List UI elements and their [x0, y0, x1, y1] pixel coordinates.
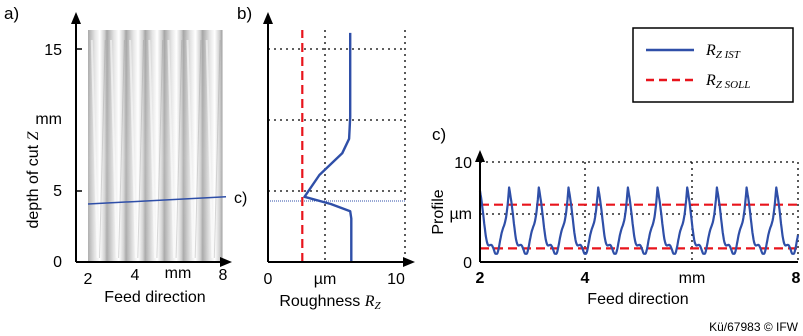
a-y-axis-arrow	[71, 12, 81, 24]
c-xtick-label-2: 2	[476, 270, 485, 287]
a-xtick-label-4: 4	[131, 267, 140, 284]
a-ytick-label-5: 5	[53, 183, 62, 200]
panel-b: b) 0 µm 10 Roughness RZ	[237, 4, 415, 312]
legend-ist-subscript: Z IST	[716, 49, 741, 61]
panel-label-a: a)	[4, 4, 19, 23]
a-y-axis-title-symbol: Z	[25, 130, 42, 140]
b-series-group	[301, 30, 353, 262]
b-ist-line	[303, 32, 353, 262]
a-ytick-label-15: 15	[44, 42, 62, 59]
b-xtick-label-10: 10	[387, 271, 405, 288]
b-x-axis-title-symbol: R	[364, 293, 375, 310]
b-x-axis-arrow	[403, 257, 415, 267]
c-y-axis-arrow	[475, 150, 485, 162]
c-ytick-label-10: 10	[454, 155, 472, 172]
legend: RZ IST RZ SOLL	[632, 27, 794, 103]
a-y-axis-title-text: depth of cut	[25, 140, 42, 228]
panel-c: c) 10 µm 0 Profile 2 4 mm 8 Feed directi…	[430, 125, 801, 308]
legend-box	[632, 27, 794, 103]
a-xunit-label: mm	[165, 265, 192, 282]
panel-label-b: b)	[237, 4, 252, 23]
b-x-axis-title: Roughness RZ	[279, 293, 381, 312]
a-x-axis-title: Feed direction	[104, 289, 205, 306]
c-yunit-label: µm	[449, 206, 472, 223]
a-xtick-label-8: 8	[219, 267, 228, 284]
c-xtick-label-8: 8	[792, 270, 801, 287]
c-ist-line	[478, 186, 800, 255]
c-series-group	[478, 186, 800, 255]
legend-soll-label: RZ SOLL	[705, 72, 750, 91]
b-grid	[268, 30, 406, 262]
legend-ist-label: RZ IST	[705, 42, 741, 61]
legend-soll-symbol: R	[705, 72, 716, 89]
legend-soll-subscript: Z SOLL	[716, 79, 751, 91]
c-xunit-label: mm	[679, 270, 706, 287]
b-x-axis-title-subscript: Z	[375, 300, 382, 312]
panel-a: a) 15 mm 5 0 depth of cut Z 2 4 mm 8 Fee…	[4, 4, 232, 306]
c-x-axis-title: Feed direction	[587, 291, 688, 308]
c-y-axis-title: Profile	[430, 189, 447, 234]
c-ytick-label-0: 0	[463, 255, 472, 272]
a-yunit-label: mm	[35, 111, 62, 128]
a-y-axis-title: depth of cut Z	[25, 130, 42, 228]
panel-label-c: c)	[432, 125, 446, 144]
a-xtick-label-2: 2	[84, 271, 93, 288]
a-x-axis-arrow	[220, 257, 232, 267]
b-xunit-label: µm	[314, 271, 337, 288]
cut-marker-label: c)	[234, 190, 247, 207]
copyright-note: Kü/67983 © IFW	[709, 320, 799, 334]
b-xtick-label-0: 0	[264, 271, 273, 288]
surface-shading	[88, 30, 222, 262]
b-x-axis-title-text: Roughness	[279, 293, 364, 310]
b-y-axis-arrow	[263, 12, 273, 24]
surface-image	[88, 30, 223, 262]
cut-line	[87, 196, 227, 205]
c-xtick-label-4: 4	[581, 270, 590, 287]
a-ytick-label-0: 0	[53, 254, 62, 271]
legend-ist-symbol: R	[705, 42, 716, 59]
